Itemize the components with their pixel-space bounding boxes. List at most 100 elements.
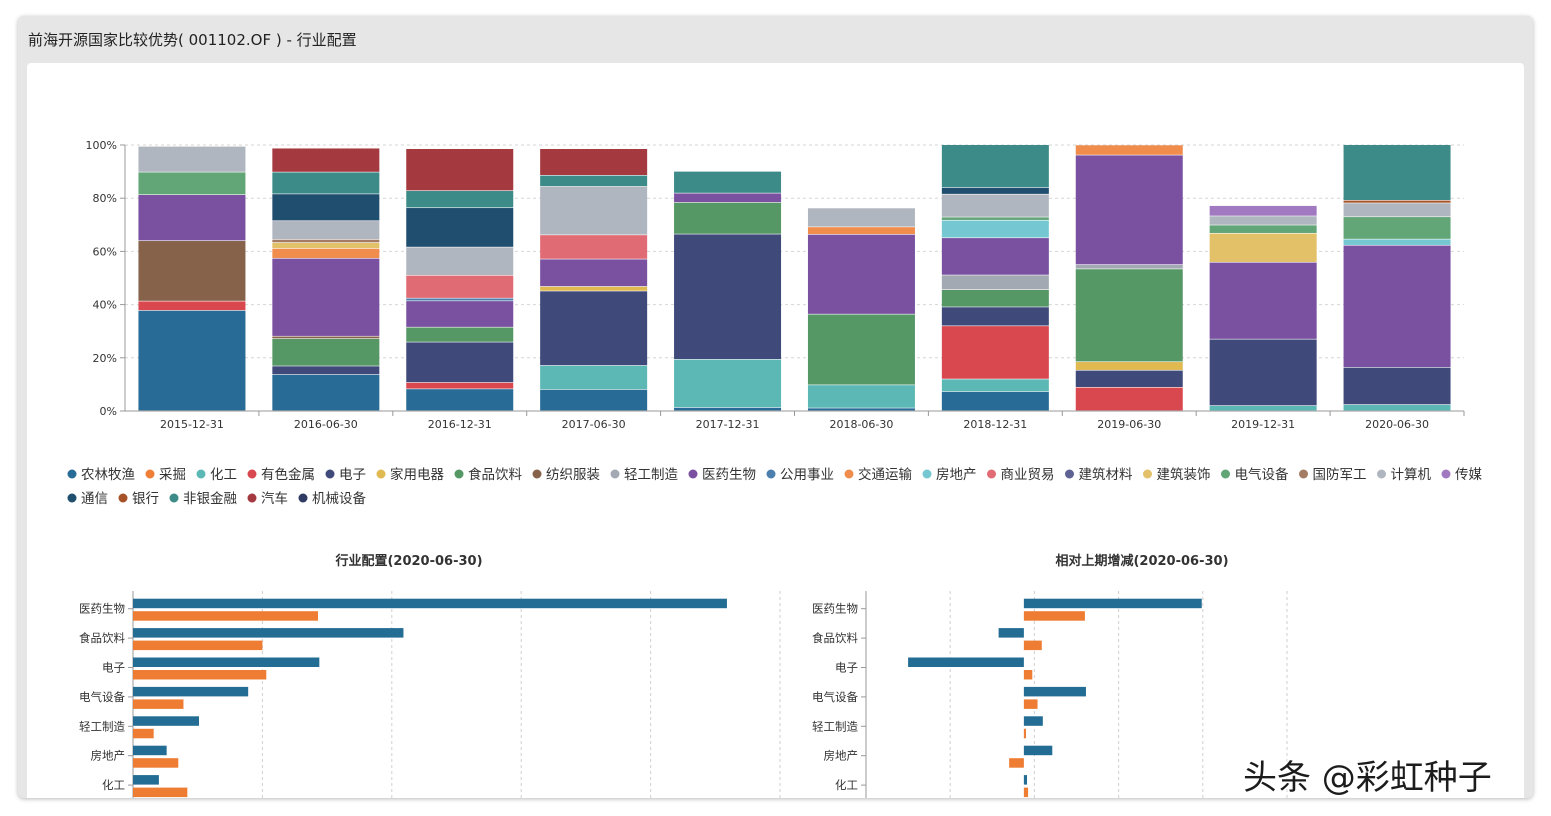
bar-segment: [1076, 269, 1183, 361]
legend-label: 建筑材料: [1079, 467, 1133, 483]
bar: [133, 716, 199, 726]
category-label: 轻工制造: [812, 719, 858, 733]
legend-marker: [248, 494, 257, 503]
x-tick-label: 2020-06-30: [1365, 418, 1429, 431]
bar-segment: [942, 379, 1049, 391]
bar-segment: [272, 240, 379, 243]
bar-segment: [272, 148, 379, 171]
watermark: 头条 @彩虹种子: [1243, 750, 1492, 799]
category-label: 电气设备: [812, 690, 858, 704]
bar-segment: [942, 194, 1049, 216]
bar: [1024, 729, 1026, 739]
bar-segment: [406, 191, 513, 207]
bar: [1009, 758, 1024, 768]
bar: [133, 670, 266, 680]
legend-marker: [248, 470, 257, 479]
bar-segment: [540, 366, 647, 389]
bar-segment: [138, 147, 245, 172]
legend-marker: [767, 470, 776, 479]
legend-label: 银行: [132, 491, 159, 507]
bar: [1024, 788, 1028, 798]
legend-marker: [1377, 470, 1386, 479]
legend-label: 公用事业: [780, 467, 834, 483]
bar: [133, 641, 262, 651]
x-tick-label: 2019-12-31: [1231, 418, 1295, 431]
bar-segment: [138, 195, 245, 240]
bar-segment: [1344, 203, 1451, 216]
legend-marker: [533, 470, 542, 479]
bar-segment: [1344, 246, 1451, 367]
legend-marker: [1299, 470, 1308, 479]
legend-label: 非银金融: [183, 491, 237, 507]
bar-segment: [1076, 388, 1183, 411]
legend-label: 农林牧渔: [81, 467, 135, 483]
category-label: 医药生物: [812, 602, 858, 616]
bar-segment: [1210, 216, 1317, 224]
bar: [133, 687, 248, 697]
bar-segment: [674, 234, 781, 359]
bar-segment: [540, 149, 647, 175]
bar-segment: [406, 149, 513, 190]
bar-segment: [942, 238, 1049, 275]
bar-segment: [406, 276, 513, 298]
bar-segment: [540, 390, 647, 411]
legend-marker: [1065, 470, 1074, 479]
bar-segment: [674, 360, 781, 408]
category-label: 食品饮料: [812, 631, 858, 645]
bar-segment: [674, 203, 781, 234]
bar: [133, 611, 318, 621]
bar-segment: [272, 194, 379, 220]
bar-segment: [942, 290, 1049, 307]
category-label: 医药生物: [79, 602, 125, 616]
x-tick-label: 2018-06-30: [829, 418, 893, 431]
bar-segment: [406, 208, 513, 247]
legend-label: 汽车: [261, 490, 288, 507]
bar: [1024, 687, 1086, 697]
legend-marker: [119, 494, 128, 503]
category-label: 化工: [835, 778, 858, 792]
bar-segment: [942, 221, 1049, 238]
bar-segment: [1210, 406, 1317, 410]
bar-segment: [272, 366, 379, 374]
bar-segment: [272, 172, 379, 193]
bar: [1024, 716, 1043, 726]
y-tick-label: 100%: [86, 139, 117, 152]
legend-marker: [299, 494, 308, 503]
bar: [133, 628, 403, 638]
x-tick-label: 2017-06-30: [562, 418, 626, 431]
bar: [908, 658, 1024, 668]
bar-segment: [942, 188, 1049, 194]
bar-segment: [808, 235, 915, 314]
legend: 农林牧渔 采掘 化工 有色金属 电子 家用电器 食品饮料 纺织服装 轻工制造 医药生物 公用事业 交通…: [68, 466, 1483, 507]
legend-label: 有色金属: [261, 466, 315, 483]
bar-segment: [942, 307, 1049, 325]
legend-label: 机械设备: [312, 490, 366, 507]
window-frame: 前海开源国家比较优势( 001102.OF ) - 行业配置 0% 20% 40% 6…: [18, 16, 1533, 798]
legend-label: 采掘: [159, 467, 186, 483]
bar-segment: [406, 327, 513, 341]
legend-marker: [68, 494, 77, 503]
bar-segment: [674, 408, 781, 411]
y-tick-label: 20%: [93, 352, 117, 365]
category-label: 电子: [102, 661, 125, 675]
bar-segment: [1344, 145, 1451, 200]
category-label: 电气设备: [79, 690, 125, 704]
legend-label: 国防军工: [1313, 467, 1367, 483]
bar: [999, 628, 1024, 638]
legend-marker: [326, 470, 335, 479]
bar-segment: [1076, 155, 1183, 264]
legend-label: 纺织服装: [546, 467, 600, 483]
legend-label: 轻工制造: [624, 467, 678, 483]
legend-label: 通信: [81, 491, 108, 507]
bar-segment: [138, 241, 245, 301]
bar-segment: [1076, 145, 1183, 155]
legend-label: 交通运输: [858, 466, 912, 483]
bar: [1024, 746, 1052, 756]
legend-label: 医药生物: [702, 467, 756, 483]
stacked-industry-chart: 0% 20% 40% 60% 80% 100% 2015-12-31 2016-06-30 20…: [86, 139, 1464, 431]
legend-label: 计算机: [1391, 467, 1432, 483]
bar-segment: [1344, 201, 1451, 203]
bar: [133, 788, 187, 798]
bar-segment: [540, 287, 647, 291]
bar: [133, 699, 183, 709]
